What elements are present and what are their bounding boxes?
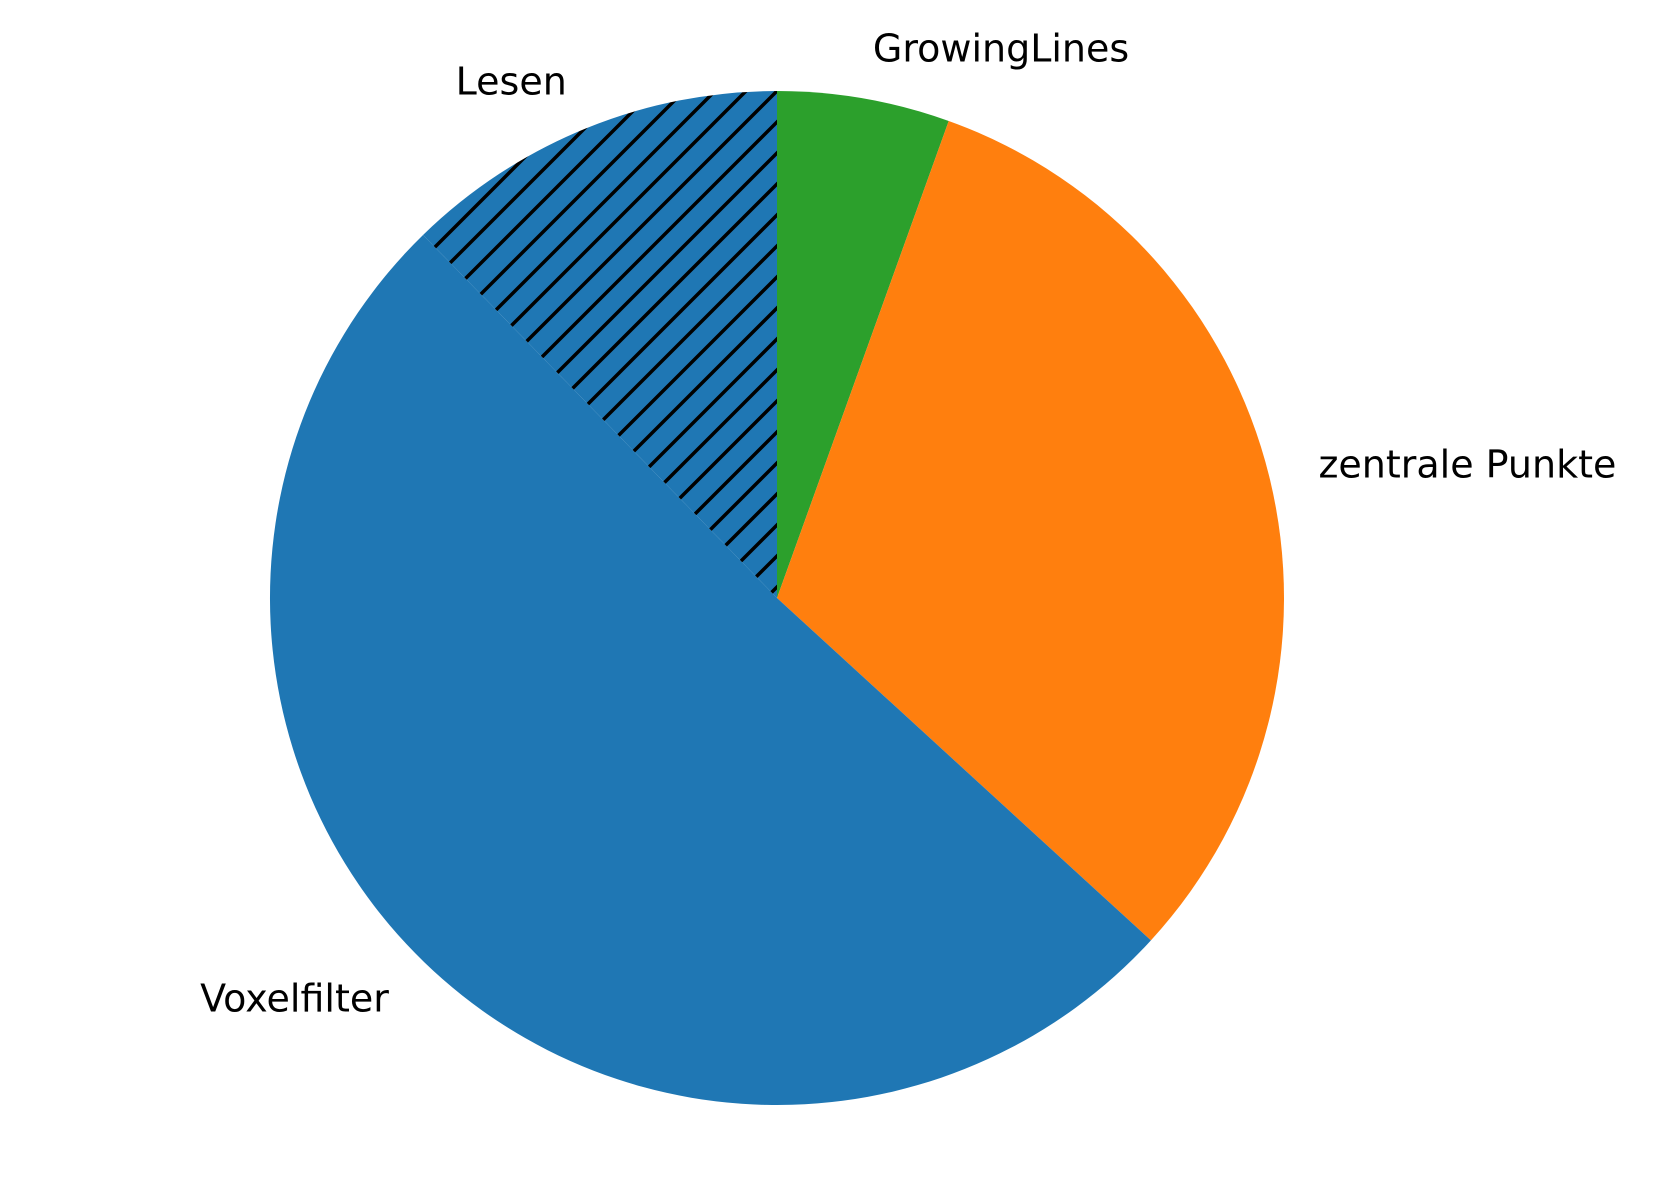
pie-label-zentrale-punkte: zentrale Punkte	[1318, 442, 1616, 486]
pie-slice-growinglines	[777, 91, 949, 598]
pie-label-lesen: Lesen	[456, 59, 567, 103]
pie-label-growinglines: GrowingLines	[873, 27, 1129, 71]
pie-slice-zentrale-punkte	[777, 120, 1285, 941]
pie-slices	[269, 90, 1285, 1106]
pie-labels: GrowingLines zentrale Punkte Voxelfilter Le…	[200, 27, 1616, 1021]
pie-slice-lesen	[423, 90, 777, 598]
pie-slice-voxelfilter	[269, 235, 1151, 1106]
pie-label-voxelfilter: Voxelfilter	[200, 977, 389, 1021]
